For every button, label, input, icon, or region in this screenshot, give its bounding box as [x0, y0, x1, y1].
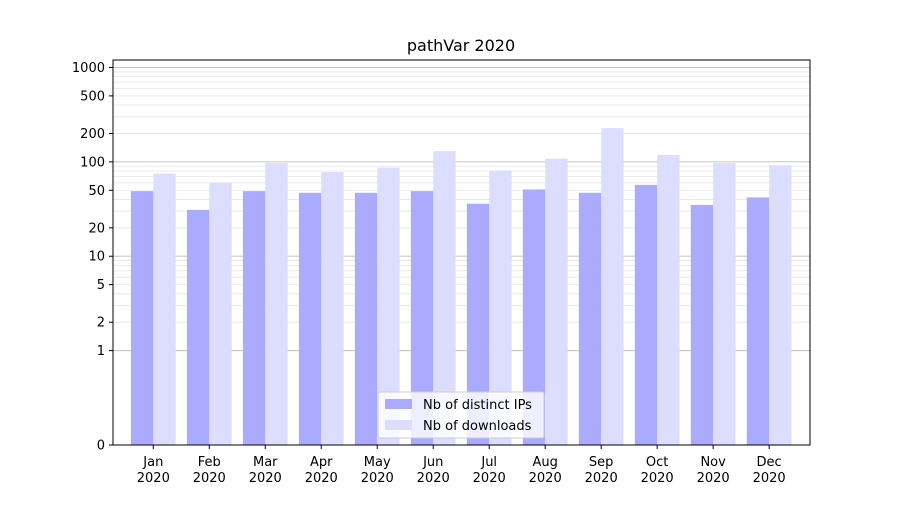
bar-downloads [713, 163, 736, 445]
bar-ips [130, 191, 154, 445]
x-tick-label-month: Mar [253, 455, 278, 470]
x-tick-label-month: Oct [646, 455, 668, 470]
bar-ips [578, 192, 602, 445]
bar-downloads [769, 165, 792, 445]
x-tick-label-year: 2020 [305, 471, 338, 486]
x-tick-label-month: Jul [480, 455, 497, 470]
bar-downloads [265, 163, 288, 445]
y-tick-label: 20 [88, 221, 105, 236]
legend-label-ips: Nb of distinct IPs [423, 398, 532, 413]
legend-swatch-downloads [385, 420, 412, 430]
bar-downloads [657, 155, 680, 445]
x-tick-label-month: May [364, 455, 391, 470]
y-tick-label: 10 [88, 250, 105, 265]
x-tick-label-month: Aug [533, 455, 558, 470]
y-tick-label: 1000 [72, 61, 105, 76]
x-tick-label-month: Jun [422, 455, 443, 470]
bar-ips [746, 197, 770, 445]
bar-downloads [377, 167, 400, 445]
bar-downloads [153, 173, 176, 446]
y-tick-label: 5 [97, 278, 105, 293]
x-tick-label-month: Nov [700, 455, 726, 470]
bar-ips [186, 209, 210, 445]
x-tick-label-month: Jan [142, 455, 163, 470]
y-tick-label: 0 [97, 439, 105, 454]
x-tick-label-year: 2020 [361, 471, 394, 486]
y-tick-label: 100 [80, 155, 105, 170]
bar-ips [634, 184, 658, 446]
x-tick-label-year: 2020 [585, 471, 618, 486]
y-tick-label: 500 [80, 89, 105, 104]
bar-downloads [209, 182, 232, 445]
x-tick-label-month: Dec [757, 455, 782, 470]
bar-downloads [601, 128, 624, 445]
bar-downloads [489, 170, 512, 445]
axes [109, 59, 811, 449]
x-tick-label-year: 2020 [473, 471, 506, 486]
x-tick-label-month: Sep [589, 455, 614, 470]
x-tick-label-year: 2020 [529, 471, 562, 486]
bar-ips [466, 203, 490, 445]
x-tick-label-year: 2020 [641, 471, 674, 486]
bar-downloads [545, 158, 568, 445]
x-tick-label-year: 2020 [193, 471, 226, 486]
y-tick-label: 200 [80, 127, 105, 142]
bars [130, 128, 792, 446]
legend-label-downloads: Nb of downloads [423, 419, 532, 434]
bar-ips [690, 204, 714, 445]
y-tick-label: 2 [97, 316, 105, 331]
legend-box [377, 391, 545, 439]
bar-ips [298, 192, 322, 445]
x-tick-label-month: Apr [310, 455, 333, 470]
bar-ips [410, 191, 434, 445]
tick-labels: 01251020501002005001000Jan2020Feb2020Mar… [72, 61, 786, 486]
plot-frame [112, 59, 811, 446]
x-tick-label-year: 2020 [137, 471, 170, 486]
bar-downloads [433, 151, 456, 446]
bar-downloads [321, 172, 344, 445]
bar-ips [354, 192, 378, 445]
x-tick-label-year: 2020 [417, 471, 450, 486]
chart-title: pathVar 2020 [407, 36, 515, 55]
y-tick-label: 50 [88, 184, 105, 199]
bar-ips [242, 191, 266, 445]
legend-swatch-ips [385, 399, 412, 409]
x-tick-label-year: 2020 [697, 471, 730, 486]
x-tick-label-month: Feb [198, 455, 221, 470]
bar-ips [522, 189, 546, 445]
x-tick-label-year: 2020 [753, 471, 786, 486]
legend: Nb of distinct IPs Nb of downloads [377, 391, 545, 439]
x-tick-label-year: 2020 [249, 471, 282, 486]
y-tick-label: 1 [97, 344, 105, 359]
